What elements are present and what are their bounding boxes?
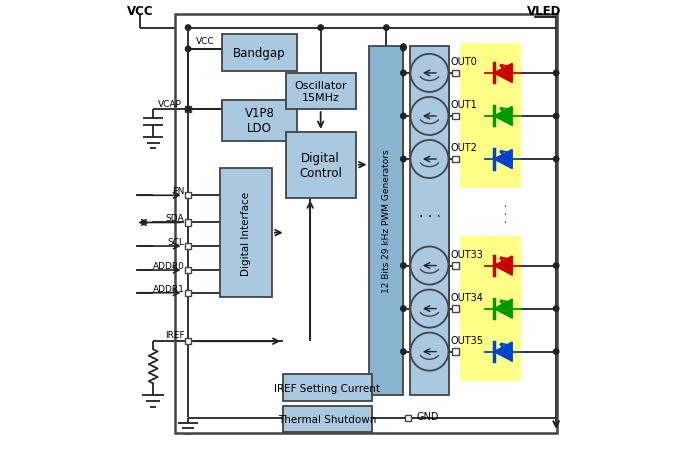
Bar	[285, 74, 356, 110]
Circle shape	[186, 26, 191, 31]
Bar	[185, 243, 191, 250]
Bar	[410, 46, 449, 395]
Circle shape	[554, 71, 559, 76]
Polygon shape	[494, 150, 512, 169]
Bar	[174, 15, 558, 433]
Text: Bandgap: Bandgap	[233, 47, 285, 60]
Text: IREF Setting Current: IREF Setting Current	[274, 383, 380, 393]
Polygon shape	[494, 299, 512, 318]
Text: ADDR0: ADDR0	[153, 262, 184, 270]
Text: ADDR1: ADDR1	[153, 284, 184, 293]
Text: VCC: VCC	[127, 5, 154, 18]
Text: VCAP: VCAP	[158, 99, 181, 108]
Bar	[222, 35, 297, 71]
Bar	[405, 415, 411, 421]
Bar	[460, 44, 521, 189]
Circle shape	[401, 46, 406, 51]
Circle shape	[318, 26, 323, 31]
Circle shape	[554, 157, 559, 162]
Text: OUT34: OUT34	[451, 292, 484, 302]
Text: VLED: VLED	[527, 5, 561, 18]
Text: 12 Bits 29 kHz PWM Generators: 12 Bits 29 kHz PWM Generators	[382, 149, 391, 293]
Bar	[185, 339, 191, 344]
Text: Oscillator
15MHz: Oscillator 15MHz	[295, 81, 347, 103]
Polygon shape	[494, 257, 512, 275]
Text: OUT0: OUT0	[451, 57, 477, 67]
Circle shape	[401, 71, 406, 76]
Bar	[283, 406, 371, 432]
Circle shape	[186, 47, 191, 52]
Polygon shape	[494, 64, 512, 83]
Circle shape	[401, 157, 406, 162]
Bar	[460, 237, 521, 381]
Bar	[185, 290, 191, 296]
Bar	[185, 107, 191, 113]
Text: IREF: IREF	[165, 330, 184, 339]
Bar	[452, 349, 459, 355]
Text: EN: EN	[172, 187, 184, 196]
Bar	[452, 113, 459, 120]
Circle shape	[554, 114, 559, 119]
Bar	[283, 374, 371, 402]
Text: OUT35: OUT35	[451, 335, 484, 345]
Text: . . .: . . .	[496, 203, 510, 223]
Bar	[222, 101, 297, 142]
Bar	[220, 169, 272, 298]
Text: OUT1: OUT1	[451, 100, 477, 110]
Circle shape	[401, 263, 406, 268]
Text: SCL: SCL	[168, 238, 184, 247]
Circle shape	[554, 349, 559, 354]
Text: Thermal Shutdown: Thermal Shutdown	[279, 414, 377, 424]
Circle shape	[401, 45, 406, 50]
Bar	[452, 263, 459, 269]
Bar	[452, 305, 459, 312]
Bar	[185, 192, 191, 199]
Text: V1P8
LDO: V1P8 LDO	[244, 107, 274, 135]
Text: Digital
Control: Digital Control	[299, 152, 342, 179]
Text: . . .: . . .	[419, 206, 440, 220]
Text: GND: GND	[416, 411, 438, 421]
Circle shape	[384, 26, 389, 31]
Bar	[452, 71, 459, 77]
Text: Digital Interface: Digital Interface	[241, 191, 251, 275]
Text: OUT33: OUT33	[451, 249, 484, 259]
Circle shape	[554, 306, 559, 312]
Bar	[185, 267, 191, 273]
Circle shape	[554, 263, 559, 268]
Text: OUT2: OUT2	[451, 143, 477, 153]
Circle shape	[401, 114, 406, 119]
Circle shape	[401, 306, 406, 312]
Bar	[185, 220, 191, 226]
Text: VCC: VCC	[196, 37, 214, 46]
Bar	[285, 132, 356, 198]
Text: SDA: SDA	[166, 214, 184, 223]
Bar	[452, 156, 459, 163]
Polygon shape	[494, 342, 512, 361]
Circle shape	[401, 349, 406, 354]
Circle shape	[186, 107, 191, 113]
Polygon shape	[494, 107, 512, 126]
Bar	[369, 46, 403, 395]
